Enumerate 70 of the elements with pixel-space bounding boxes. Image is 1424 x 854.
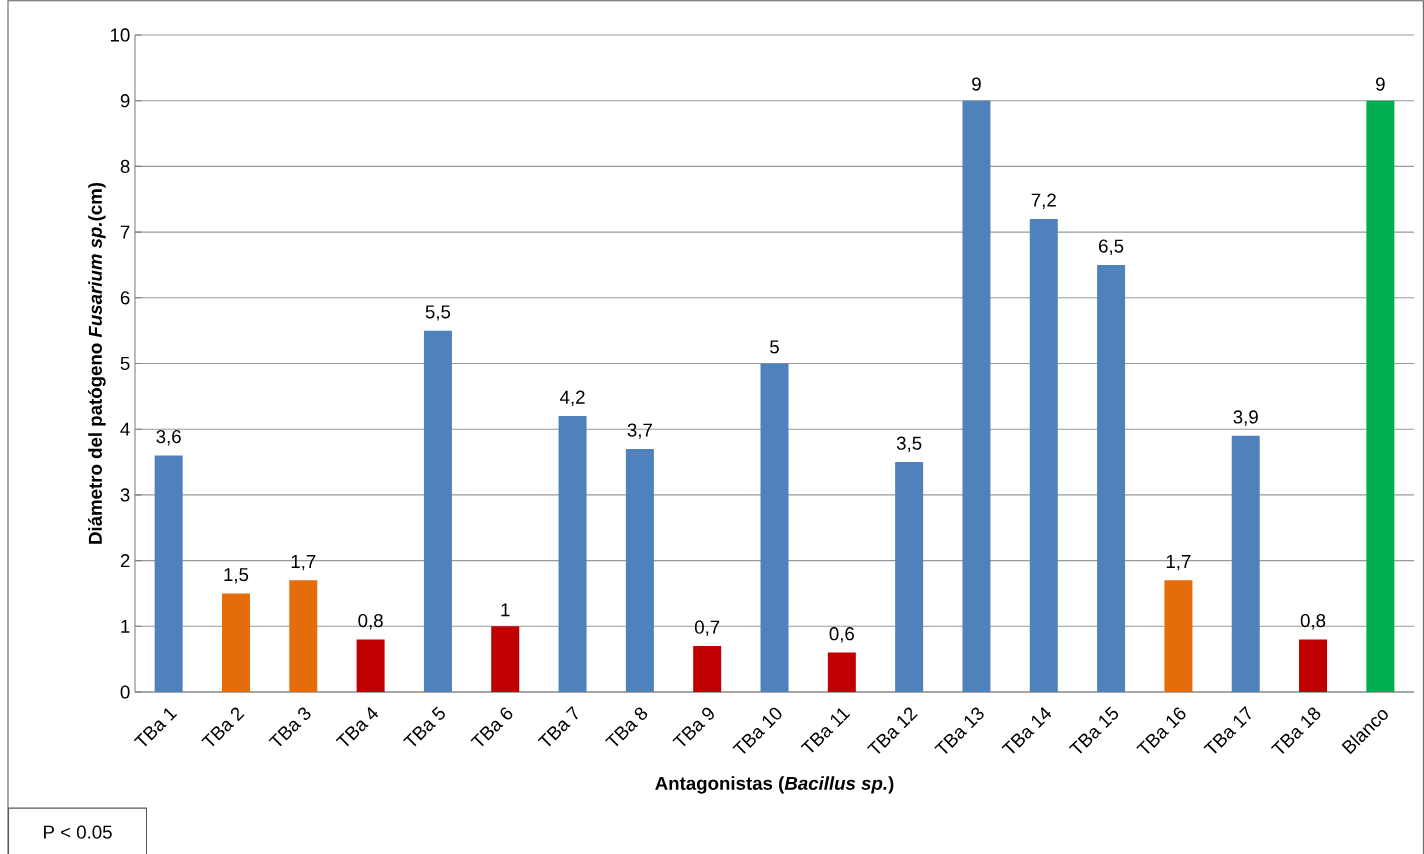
data-label: 3,5 [896, 436, 922, 452]
y-axis-title: Diámetro del patógeno Fusarium sp.(cm) [88, 182, 106, 544]
bar [558, 416, 587, 692]
bar [827, 652, 856, 692]
x-tick-label: TBa 7 [537, 705, 578, 747]
x-tick-label: TBa 13 [934, 707, 984, 754]
x-tick-label: TBa 14 [1001, 707, 1052, 754]
y-tick-label: 3 [120, 488, 130, 502]
bar [1231, 435, 1260, 692]
bar [1029, 218, 1058, 692]
x-tick-label: TBa 11 [800, 708, 851, 753]
y-tick-label: 4 [120, 422, 130, 436]
bar [356, 639, 385, 692]
data-label: 5 [770, 340, 779, 354]
x-tick-label: TBa 12 [867, 707, 918, 754]
data-label: 1,7 [1166, 555, 1191, 571]
data-label: 5,5 [425, 305, 451, 321]
bar [760, 363, 789, 692]
x-tick-label: TBa 10 [732, 707, 782, 754]
text: P < 0.05 [44, 825, 112, 839]
bar [1097, 264, 1126, 692]
y-tick-label: 2 [120, 554, 130, 568]
bar [1164, 580, 1193, 692]
bar [625, 448, 654, 692]
y-tick-label: 6 [120, 291, 130, 305]
bar [962, 100, 991, 692]
x-tick-label: TBa 4 [335, 707, 379, 747]
data-label: 0,7 [694, 620, 720, 636]
data-label: 1,7 [291, 555, 316, 571]
x-tick-label: TBa 6 [470, 707, 513, 747]
data-label: 9 [1376, 77, 1385, 91]
data-label: 3,6 [156, 430, 181, 446]
y-tick-label: 9 [120, 94, 130, 108]
data-label: 1 [501, 603, 510, 617]
x-tick-label: TBa 9 [672, 707, 714, 747]
bar [693, 646, 722, 692]
x-tick-label: TBa 1 [133, 708, 178, 747]
x-axis-title: Antagonistas (Bacillus sp.) [655, 776, 894, 794]
y-tick-label: 0 [120, 685, 130, 699]
bar [895, 462, 924, 692]
data-label: 0,8 [1300, 613, 1326, 630]
y-tick-label: 10 [110, 28, 130, 42]
x-tick-label: TBa 8 [605, 707, 648, 747]
bar [289, 580, 318, 692]
data-label: 7,2 [1031, 193, 1056, 209]
data-label: 9 [972, 77, 981, 91]
bar [491, 626, 520, 692]
bar [423, 330, 452, 692]
y-tick-label: 7 [120, 225, 130, 239]
y-tick-label: 1 [121, 619, 130, 633]
data-label: 6,5 [1099, 239, 1124, 255]
data-label: 4,2 [560, 390, 585, 407]
data-label: 1,5 [224, 568, 249, 584]
x-tick-label: TBa 17 [1203, 706, 1251, 754]
x-tick-label: TBa 16 [1136, 707, 1186, 754]
x-tick-label: TBa 3 [268, 707, 311, 747]
data-label: 3,7 [627, 423, 652, 439]
data-label: 0,8 [358, 613, 383, 630]
data-label: 3,9 [1233, 410, 1258, 426]
x-tick-label: TBa 2 [201, 707, 245, 747]
data-label: 0,6 [829, 627, 854, 643]
x-tick-label: TBa 5 [403, 706, 445, 747]
bar [1366, 100, 1395, 692]
bar [1299, 639, 1328, 692]
bar [154, 455, 183, 692]
x-tick-label: TBa 15 [1068, 706, 1119, 754]
y-tick-label: 5 [120, 356, 130, 371]
y-tick-label: 8 [120, 159, 130, 174]
bar [221, 593, 250, 692]
x-tick-label: TBa 18 [1270, 707, 1321, 754]
